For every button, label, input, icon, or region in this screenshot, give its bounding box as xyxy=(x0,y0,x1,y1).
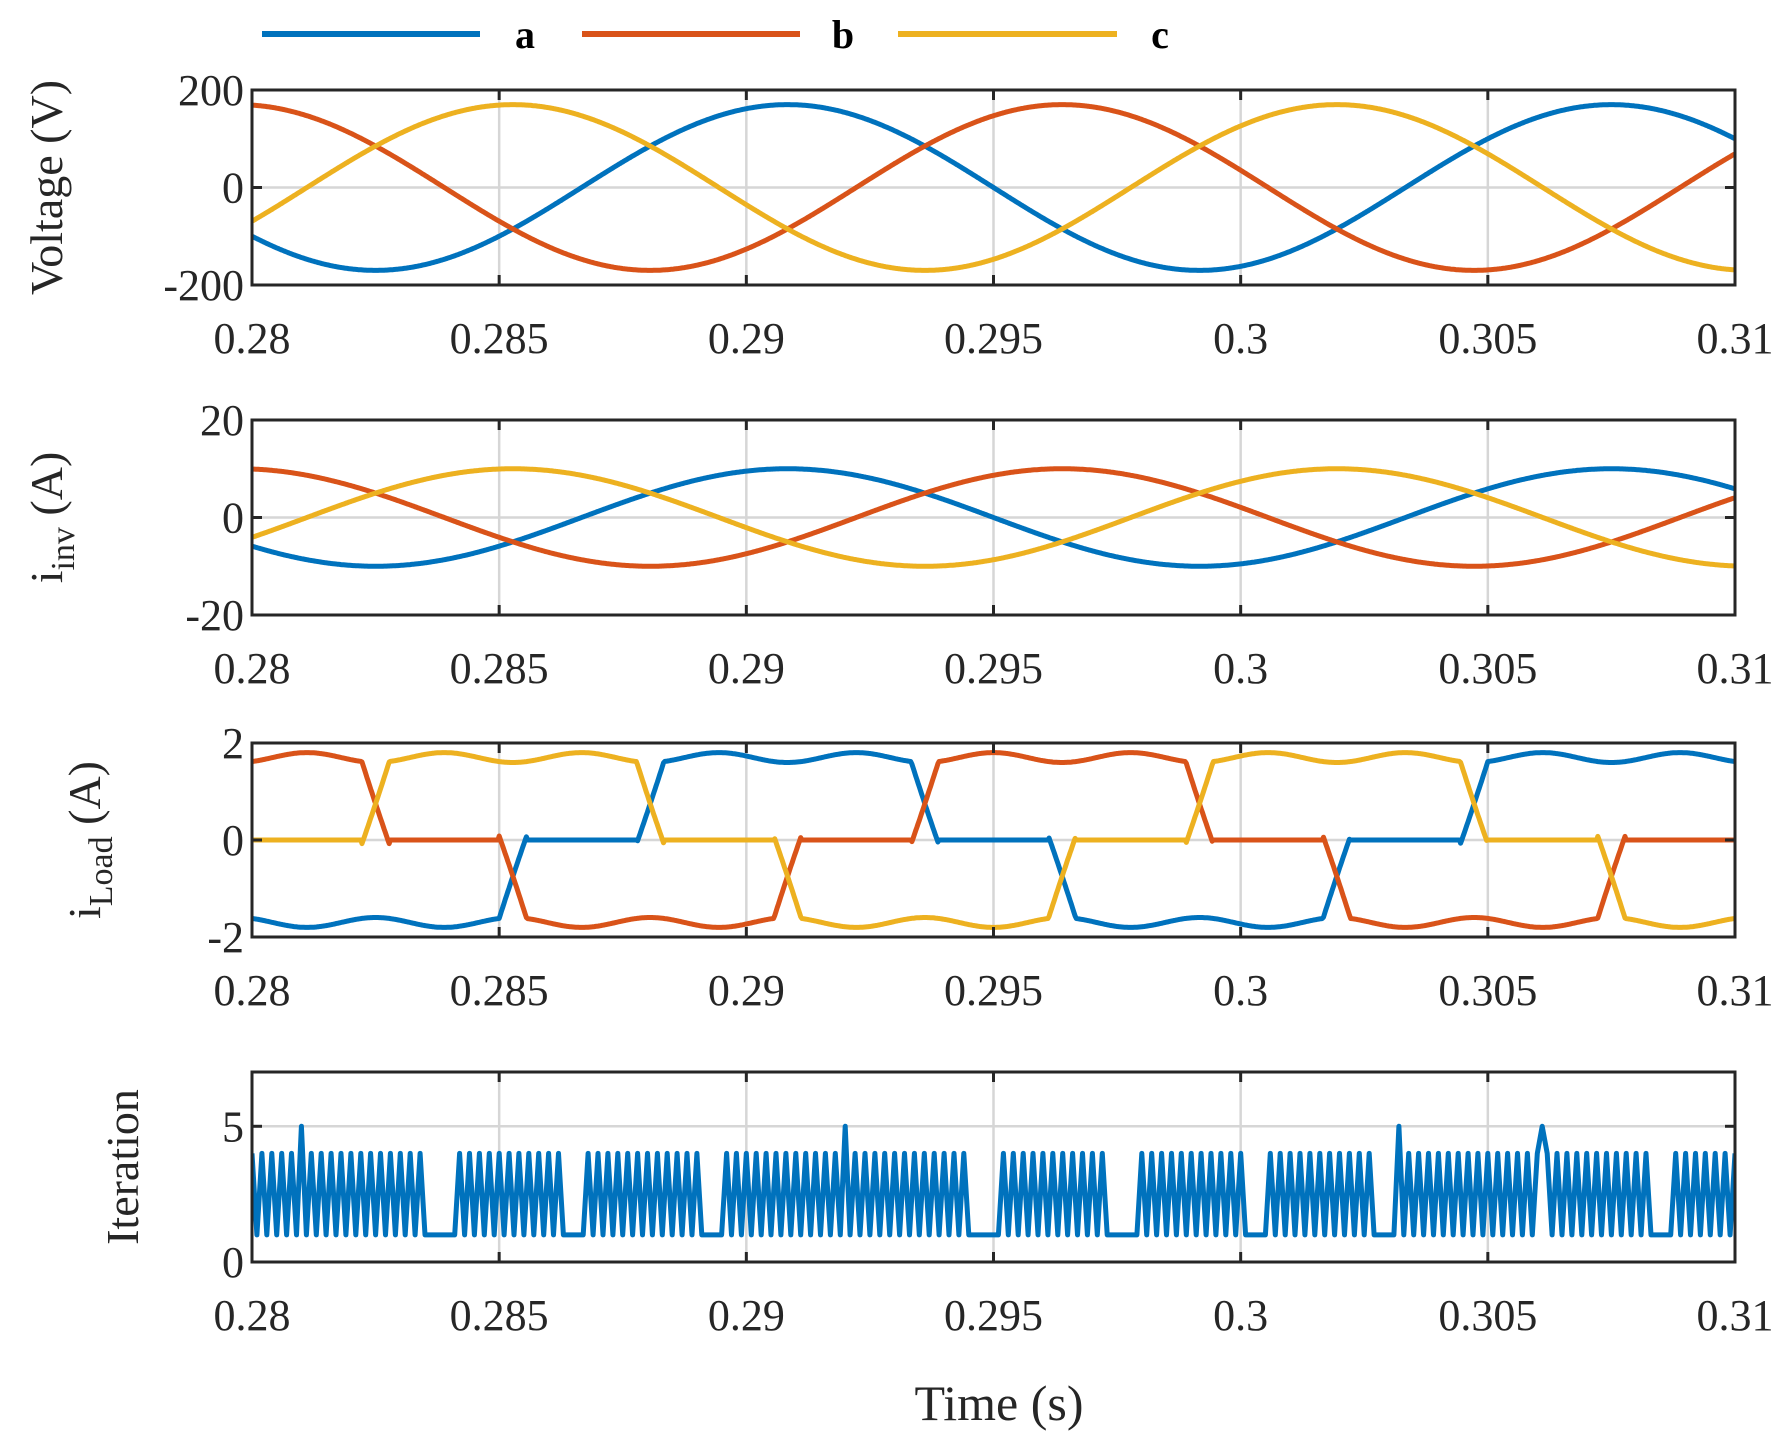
y-tick-label: 0 xyxy=(222,1238,244,1287)
series-line-a xyxy=(252,750,1735,930)
y-tick-label: -20 xyxy=(185,591,244,640)
series-line-c xyxy=(252,102,1735,273)
series-group xyxy=(252,102,1735,273)
x-tick-label: 0.285 xyxy=(450,314,549,363)
series-line-a xyxy=(252,1123,1735,1238)
panel-iteration: 0.28 0.285 0.29 0.295 0.3 0.305 0.31 0 5 Iteratio… xyxy=(97,1070,1774,1340)
x-tick-label: 0.31 xyxy=(1697,314,1774,363)
x-tick-label: 0.295 xyxy=(944,644,1043,693)
x-tick-label: 0.28 xyxy=(214,966,291,1015)
x-tick-label: 0.295 xyxy=(944,314,1043,363)
y-tick-label: 200 xyxy=(178,66,244,115)
x-tick-label: 0.31 xyxy=(1697,1291,1774,1340)
x-tick-label: 0.295 xyxy=(944,1291,1043,1340)
y-tick-label: -200 xyxy=(163,261,244,310)
x-tick-label: 0.28 xyxy=(214,314,291,363)
x-tick-label: 0.305 xyxy=(1438,1291,1537,1340)
legend-label-b: b xyxy=(832,12,854,57)
y-tick-label: -2 xyxy=(207,913,244,962)
panel-voltage: 0.28 0.285 0.29 0.295 0.3 0.305 0.31 -200 0 200 Vo… xyxy=(21,66,1774,363)
x-tick-label: 0.305 xyxy=(1438,314,1537,363)
x-tick-label: 0.29 xyxy=(708,966,785,1015)
x-tick-label: 0.28 xyxy=(214,644,291,693)
x-tick-label: 0.3 xyxy=(1213,966,1268,1015)
x-tick-label: 0.285 xyxy=(450,966,549,1015)
legend-entry-a: a xyxy=(262,12,535,57)
panel-inverter_current: 0.28 0.285 0.29 0.295 0.3 0.305 0.31 -20 0 20 iinv… xyxy=(21,396,1774,693)
legend-entry-b: b xyxy=(582,12,854,57)
y-axis-label: Voltage (V) xyxy=(21,80,72,295)
series-line-a xyxy=(252,102,1735,273)
x-tick-label: 0.295 xyxy=(944,966,1043,1015)
x-tick-label: 0.29 xyxy=(708,644,785,693)
x-tick-label: 0.285 xyxy=(450,644,549,693)
x-tick-label: 0.3 xyxy=(1213,1291,1268,1340)
x-tick-label: 0.31 xyxy=(1697,644,1774,693)
y-axis-label: Iteration xyxy=(97,1089,148,1245)
series-group xyxy=(252,466,1735,569)
legend: a b c xyxy=(262,12,1169,57)
x-tick-label: 0.31 xyxy=(1697,966,1774,1015)
y-axis-label: iLoad (A) xyxy=(59,761,120,919)
series-line-a xyxy=(252,466,1735,569)
series-line-c xyxy=(252,466,1735,569)
series-line-b xyxy=(252,102,1735,273)
x-tick-label: 0.305 xyxy=(1438,966,1537,1015)
x-axis-label: Time (s) xyxy=(914,1375,1083,1431)
x-tick-label: 0.285 xyxy=(450,1291,549,1340)
y-tick-label: 5 xyxy=(222,1102,244,1151)
x-tick-label: 0.3 xyxy=(1213,314,1268,363)
y-tick-label: 0 xyxy=(222,164,244,213)
x-tick-label: 0.3 xyxy=(1213,644,1268,693)
x-tick-label: 0.28 xyxy=(214,1291,291,1340)
panels: 0.28 0.285 0.29 0.295 0.3 0.305 0.31-2000200Vo… xyxy=(21,66,1774,1340)
panel-load_current: 0.28 0.285 0.29 0.295 0.3 0.305 0.31 -2 0 2 iLoad … xyxy=(59,719,1774,1015)
legend-label-a: a xyxy=(515,12,535,57)
y-tick-label: 0 xyxy=(222,494,244,543)
y-tick-label: 2 xyxy=(222,719,244,768)
x-tick-label: 0.29 xyxy=(708,314,785,363)
x-tick-label: 0.305 xyxy=(1438,644,1537,693)
series-line-b xyxy=(252,466,1735,569)
y-tick-label: 20 xyxy=(200,396,244,445)
legend-entry-c: c xyxy=(898,12,1169,57)
x-tick-label: 0.29 xyxy=(708,1291,785,1340)
y-tick-label: 0 xyxy=(222,816,244,865)
legend-label-c: c xyxy=(1151,12,1169,57)
series-group xyxy=(252,1123,1735,1238)
y-axis-label: iinv (A) xyxy=(21,452,82,584)
